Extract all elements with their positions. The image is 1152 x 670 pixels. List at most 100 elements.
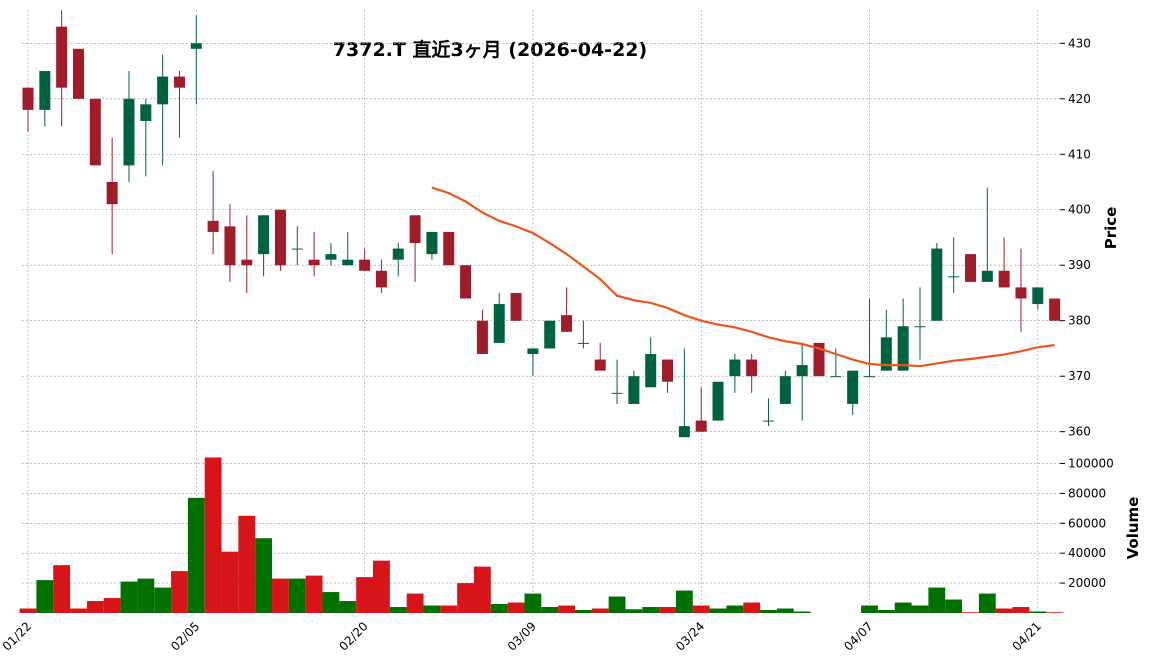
volume-bar <box>743 602 761 613</box>
x-tick-label: 03/24 <box>673 619 707 653</box>
candle-body <box>308 259 320 266</box>
y-tick-label: 380 <box>1068 314 1091 328</box>
candle-body <box>964 254 976 282</box>
candle-body <box>510 292 522 321</box>
candle-body <box>173 76 185 88</box>
candle-body <box>931 248 943 321</box>
candle-body <box>224 226 236 266</box>
volume-bar <box>524 593 542 613</box>
candle-body <box>426 231 438 255</box>
volume-bar <box>608 596 626 613</box>
x-tick-label: 02/05 <box>168 619 202 653</box>
candle-body <box>409 215 421 244</box>
candle-body <box>392 248 404 260</box>
volume-bar <box>457 583 474 613</box>
candle-body <box>39 71 51 110</box>
volume-bar <box>692 605 710 613</box>
candle-body <box>544 320 556 349</box>
x-tick-label: 03/09 <box>505 619 539 653</box>
volume-bar <box>541 607 559 613</box>
y-tick-label: 420 <box>1068 92 1091 106</box>
candle-body <box>241 259 253 266</box>
x-tick-label: 01/22 <box>0 619 34 653</box>
chart-title: 7372.T 直近3ヶ月 (2026-04-22) <box>333 38 647 61</box>
candle-body <box>746 359 758 377</box>
y-tick-label: 390 <box>1068 258 1091 272</box>
candle-body <box>258 215 270 255</box>
candle-body <box>645 354 657 388</box>
y-tick-label: 370 <box>1068 369 1091 383</box>
candle-body <box>662 359 674 382</box>
volume-bar <box>490 604 508 613</box>
volume-bar <box>288 578 306 613</box>
candle-body <box>796 365 808 377</box>
candle-body <box>1015 287 1027 299</box>
volume-bar <box>356 577 374 613</box>
candle-body <box>22 87 34 110</box>
candle-body <box>779 376 791 404</box>
candle-body <box>628 376 640 404</box>
candle-body <box>914 326 926 328</box>
candle-body <box>561 315 573 332</box>
y-tick-label: 360 <box>1068 425 1091 439</box>
volume-bar <box>204 457 222 613</box>
candle-body <box>813 342 825 377</box>
candle-body <box>359 259 371 271</box>
candle-body <box>611 392 623 394</box>
volume-bar <box>154 587 172 613</box>
volume-bar <box>137 578 155 613</box>
candle-body <box>695 420 707 432</box>
candle-body <box>274 209 286 266</box>
volume-bar <box>793 611 811 613</box>
candle-body <box>123 98 135 166</box>
candle-body <box>948 276 960 278</box>
candle-body <box>72 48 84 99</box>
volume-bar <box>894 602 912 613</box>
volume-bar <box>642 607 660 613</box>
volume-bar <box>877 610 895 613</box>
candle-body <box>460 265 472 299</box>
volume-bar <box>507 602 525 613</box>
candle-body <box>157 76 169 105</box>
volume-bar <box>1012 607 1030 613</box>
candle-body <box>847 370 859 404</box>
volume-bar <box>861 605 878 613</box>
volume-bar <box>473 566 491 613</box>
volume-bar <box>760 610 777 613</box>
candle-body <box>106 182 118 205</box>
volume-bar <box>423 605 441 613</box>
x-tick-label: 02/20 <box>336 619 370 653</box>
candle-body <box>998 270 1010 288</box>
candle-body <box>712 381 724 421</box>
volume-bar <box>238 515 256 613</box>
volume-bar <box>776 608 794 613</box>
moving-average-line <box>431 186 1055 368</box>
candle-body <box>443 231 455 266</box>
candle-body <box>880 337 892 371</box>
y-tick-label: 430 <box>1068 36 1091 50</box>
volume-tick-label: 80000 <box>1068 486 1106 500</box>
volume-bar <box>53 565 71 613</box>
candle-body <box>56 26 68 88</box>
volume-axis-label: Volume <box>1124 497 1142 560</box>
volume-bar <box>373 560 390 613</box>
candle-body <box>678 426 690 438</box>
candle-body <box>897 326 909 371</box>
candle-body <box>207 220 219 232</box>
volume-bar <box>171 571 188 613</box>
volume-bar <box>255 538 273 613</box>
volume-bar <box>995 608 1013 613</box>
volume-bar <box>726 605 744 613</box>
volume-bar <box>221 551 239 613</box>
candle-body <box>981 270 993 282</box>
y-axis-label: Price <box>1102 207 1120 250</box>
volume-bar <box>911 605 929 613</box>
volume-bar <box>322 592 340 613</box>
volume-bar <box>19 608 37 613</box>
volume-bar <box>305 575 323 613</box>
volume-bar <box>272 578 289 613</box>
candle-body <box>476 320 488 354</box>
volume-bar <box>120 581 138 613</box>
volume-bar <box>86 601 104 613</box>
volume-bar <box>591 608 609 613</box>
